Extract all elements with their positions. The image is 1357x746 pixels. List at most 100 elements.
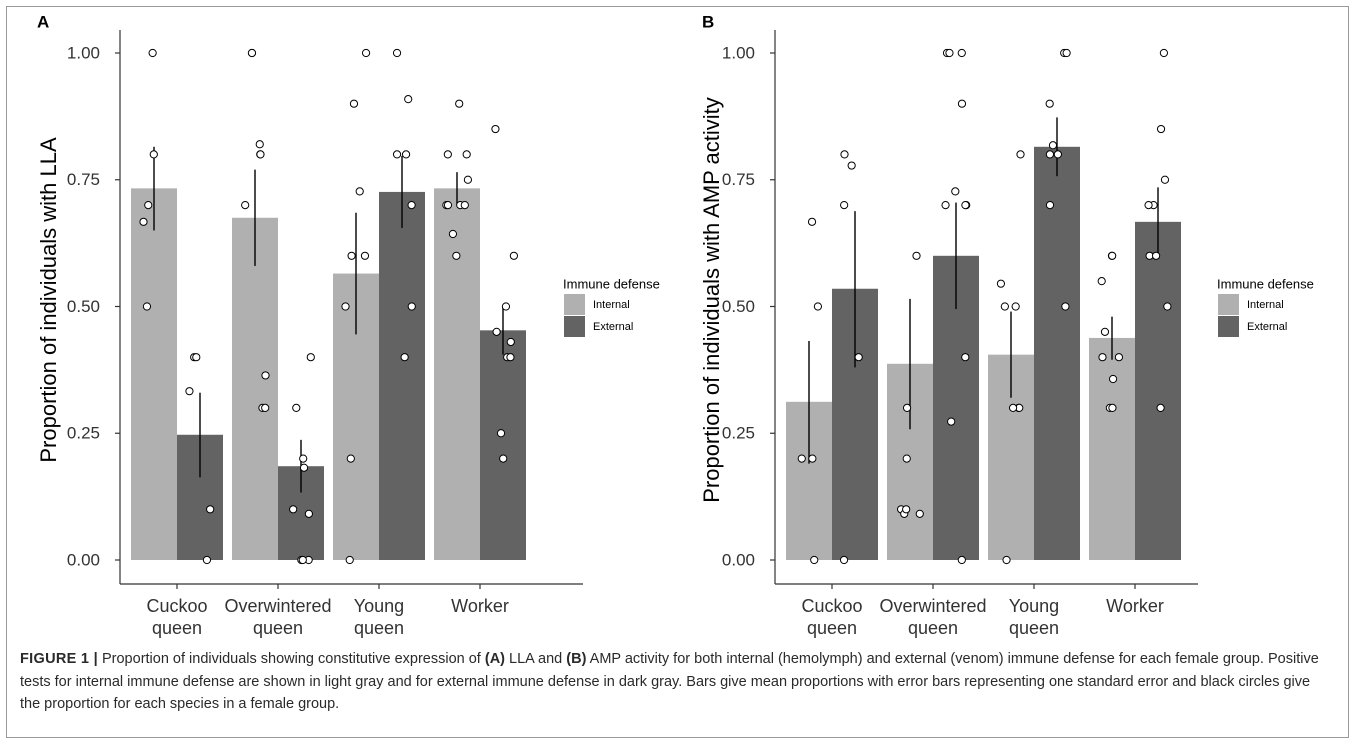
panel-a-species-point (345, 555, 354, 565)
panel-a-species-point (306, 353, 315, 362)
panel-a-legend-title: Immune defense (563, 276, 660, 291)
panel-a-species-point (255, 140, 264, 149)
caption-text-2: LLA and (505, 651, 567, 667)
panel-b-species-point (1098, 353, 1107, 362)
panel-b-species-point (1108, 403, 1117, 412)
panel-b-species-point (1156, 403, 1165, 412)
panel-b-y-tick-label: 0.25 (722, 424, 755, 443)
panel-b-species-point (902, 505, 911, 514)
panel-a-species-point (289, 505, 298, 514)
panel-a-y-tick-label: 0.50 (67, 297, 100, 316)
panel-b-legend-label-external: External (1247, 321, 1287, 333)
panel-a-species-point (139, 217, 148, 226)
panel-b-legend-key-external (1218, 316, 1239, 337)
panel-a-x-tick-label: Overwintered (224, 596, 331, 616)
panel-a-species-point (298, 555, 307, 565)
panel-b-label: B (702, 12, 714, 31)
panel-a-legend-key-internal (564, 294, 585, 315)
panel-b-species-point (957, 555, 966, 565)
panel-b-x-tick-label: Overwintered (879, 596, 986, 616)
figure-caption: FIGURE 1 | Proportion of individuals sho… (20, 648, 1330, 716)
panel-a-bar-internal-1 (232, 217, 278, 560)
panel-b-species-point (839, 555, 849, 565)
panel-b-species-point (797, 454, 806, 463)
panel-a-species-point (349, 99, 359, 108)
panel-b-species-point (1045, 99, 1054, 108)
panel-a-species-point (492, 327, 501, 336)
panel-b-species-point (902, 454, 911, 463)
panel-b-species-point (1002, 555, 1011, 565)
panel-b-species-point (840, 201, 849, 210)
panel-a-species-point (206, 505, 215, 514)
panel-b-species-point (854, 353, 863, 362)
panel-b-species-point (813, 302, 822, 311)
panel-a-y-tick-label: 0.75 (67, 170, 100, 189)
caption-panel-b-ref: (B) (566, 651, 587, 667)
panel-a-species-point (455, 99, 464, 108)
panel-a-x-tick-label: Young (354, 596, 404, 616)
panel-b-species-point (1159, 48, 1169, 58)
panel-a-species-point (355, 187, 364, 196)
panel-a-species-point (185, 387, 194, 396)
panel-a-species-point (360, 251, 370, 260)
panel-a-bar-internal-0 (131, 188, 177, 560)
panel-b-species-point (951, 187, 960, 196)
panel-a-x-tick-label: queen (253, 618, 303, 638)
panel-a-species-point (299, 463, 309, 472)
panel-a-species-point (400, 353, 409, 362)
panel-a-species-point (261, 371, 270, 380)
panel-a-species-point (247, 48, 257, 58)
panel-a-species-point (142, 302, 152, 311)
panel-b-species-point (1151, 251, 1161, 260)
panel-b-species-point (1045, 150, 1055, 159)
panel-b-species-point (1097, 277, 1106, 286)
panel-a-species-point (501, 302, 511, 311)
panel-a-species-point (506, 337, 515, 347)
panel-a-species-point (202, 555, 212, 565)
panel-b-bar-internal-3 (1089, 337, 1135, 560)
panel-a-species-point (256, 150, 265, 159)
panel-a-species-point (509, 251, 518, 260)
panel-b-species-point (1114, 353, 1124, 362)
panel-a-species-point (241, 201, 250, 210)
panel-b-species-point (1108, 251, 1117, 260)
panel-a-bar-external-2 (379, 191, 425, 560)
panel-a-species-point (347, 251, 356, 260)
panel-b-y-axis-title: Proportion of individuals with AMP activ… (699, 97, 724, 503)
panel-b-species-point (840, 150, 849, 159)
caption-text-3: AMP activity for both internal (hemolymp… (20, 651, 1319, 712)
panel-b-species-point (957, 99, 967, 108)
panel-b-bar-external-3 (1135, 221, 1181, 560)
panel-a-y-tick-label: 0.25 (67, 424, 100, 443)
panel-a-species-point (407, 201, 416, 210)
panel-b-species-point (1053, 150, 1062, 159)
panel-b-x-tick-label: queen (807, 618, 857, 638)
panel-b-species-point (1061, 302, 1070, 311)
panel-b-species-point (941, 201, 950, 210)
panel-b-y-tick-label: 1.00 (722, 43, 755, 62)
panel-a-species-point (144, 201, 153, 210)
panel-b-species-point (912, 251, 921, 260)
panel-a-species-point (192, 353, 201, 362)
panel-a-species-point (148, 48, 157, 58)
panel-b-legend-title: Immune defense (1217, 276, 1314, 291)
panel-b-species-point (902, 403, 912, 412)
panel-a-species-point (452, 251, 461, 260)
panel-a-species-point (443, 201, 453, 210)
panel-a-bar-internal-3 (434, 188, 480, 560)
panel-b-species-point (957, 48, 966, 58)
panel-a-y-axis-title: Proportion of individuals with LLA (36, 137, 61, 463)
panel-b-species-point (1144, 201, 1153, 210)
panel-b-species-point (808, 454, 817, 463)
panel-b-species-point (1011, 302, 1020, 311)
panel-a-species-point (299, 454, 308, 463)
panel-b-species-point (807, 217, 817, 226)
panel-a-species-point (392, 48, 402, 58)
panel-b-y-tick-label: 0.50 (722, 297, 755, 316)
panel-b-species-point (1048, 141, 1058, 150)
caption-panel-a-ref: (A) (484, 651, 505, 667)
panel-a-species-point (292, 403, 301, 412)
panel-a-legend-label-internal: Internal (593, 299, 630, 311)
panel-b-species-point (947, 417, 956, 426)
panel-a-label: A (37, 12, 49, 31)
